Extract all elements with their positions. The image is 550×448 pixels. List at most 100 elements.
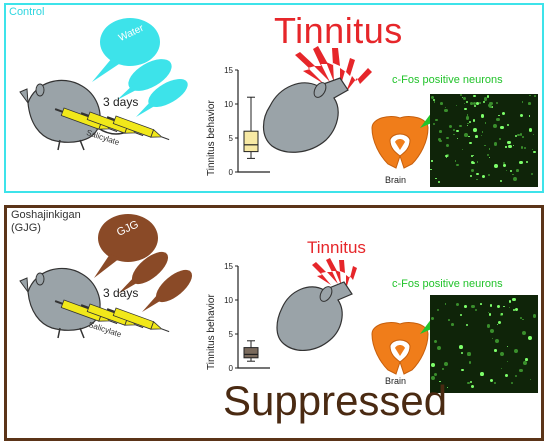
neuron-dot <box>470 381 473 384</box>
neuron-dot <box>488 105 492 108</box>
neuron-dot <box>459 124 462 128</box>
gjg-brain-icon <box>371 321 429 375</box>
neuron-dot <box>463 133 468 137</box>
neuron-dot <box>455 104 457 106</box>
neuron-dot <box>444 108 448 112</box>
neuron-dot <box>466 122 469 125</box>
neuron-dot <box>500 368 503 370</box>
neuron-dot <box>480 134 482 136</box>
neuron-dot <box>472 119 476 123</box>
neuron-dot <box>476 172 479 176</box>
syringe-icon <box>54 107 170 141</box>
neuron-dot <box>512 297 516 301</box>
gjg-label-line1: Goshajinkigan <box>11 209 81 221</box>
neuron-dot <box>520 114 524 118</box>
gjg-days: 3 days <box>103 286 139 300</box>
neuron-dot <box>435 177 437 180</box>
neuron-dot <box>532 133 534 136</box>
neuron-dot <box>493 382 496 384</box>
y-tick-label: 15 <box>224 262 233 271</box>
neuron-dot <box>456 163 459 166</box>
neuron-dot <box>498 114 500 117</box>
neuron-dot <box>520 317 522 319</box>
gjg-panel: Goshajinkigan (GJG) <box>4 205 544 441</box>
neuron-dot <box>431 317 434 321</box>
neuron-dot <box>464 305 467 308</box>
neuron-dot <box>430 376 435 381</box>
y-tick-label: 5 <box>229 134 234 143</box>
neuron-dot <box>444 154 448 158</box>
y-tick-label: 15 <box>224 66 233 75</box>
neuron-dot <box>525 358 528 362</box>
neuron-dot <box>469 101 473 105</box>
neuron-dot <box>515 374 518 377</box>
neuron-dot <box>490 105 493 108</box>
neuron-dot <box>487 324 491 328</box>
neuron-dot <box>499 352 504 357</box>
neuron-dot <box>522 360 527 365</box>
neuron-dot <box>434 339 438 344</box>
y-tick-label: 0 <box>229 364 234 373</box>
neuron-dot <box>493 123 498 128</box>
neuron-dot <box>466 101 469 104</box>
neuron-dot <box>474 309 478 312</box>
neuron-dot <box>519 368 523 372</box>
neuron-dot <box>521 135 524 138</box>
neuron-dot <box>473 94 476 98</box>
y-tick-label: 0 <box>229 168 234 177</box>
neuron-dot <box>487 311 490 314</box>
neuron-dot <box>456 303 460 307</box>
y-tick-label: 5 <box>229 330 234 339</box>
neuron-dot <box>436 308 440 312</box>
neuron-dot <box>484 144 486 147</box>
neuron-dot <box>491 337 494 339</box>
neuron-dot <box>521 330 526 335</box>
neuron-dot <box>487 95 490 98</box>
neuron-dot <box>470 174 473 177</box>
neuron-dot <box>503 164 506 167</box>
neuron-dot <box>508 300 512 303</box>
neuron-dot <box>503 305 505 308</box>
neuron-dot <box>479 303 482 306</box>
neuron-dot <box>448 319 450 321</box>
control-days: 3 days <box>103 95 139 109</box>
neuron-dot <box>472 101 477 106</box>
neuron-dot <box>494 164 499 169</box>
neuron-dot <box>470 304 474 309</box>
neuron-dot <box>497 320 502 325</box>
neuron-dot <box>473 128 477 132</box>
neuron-dot <box>495 102 498 105</box>
control-cfos-label: c-Fos positive neurons <box>392 74 503 86</box>
neuron-dot <box>508 144 512 149</box>
neuron-dot <box>489 378 494 382</box>
neuron-dot <box>444 362 449 366</box>
neuron-dot <box>512 308 516 311</box>
neuron-dot <box>445 303 447 305</box>
neuron-dot <box>481 174 485 178</box>
neuron-dot <box>479 102 482 104</box>
neuron-dot <box>517 134 520 137</box>
neuron-dot <box>500 312 504 316</box>
gjg-label-line2: (GJG) <box>11 222 41 234</box>
neuron-dot <box>456 138 458 140</box>
neuron-dot <box>444 107 447 109</box>
neuron-dot <box>528 115 531 118</box>
control-boxplot: 0 5 10 15 <box>224 66 270 177</box>
gjg-chart-ylabel: Tinnitus behavior <box>206 294 217 370</box>
neuron-dot <box>512 144 515 147</box>
neuron-dot <box>466 324 469 327</box>
neuron-dot <box>525 161 529 164</box>
neuron-dot <box>446 136 449 140</box>
neuron-dot <box>430 168 432 171</box>
control-panel: Control <box>4 3 544 193</box>
neuron-dot <box>487 153 490 157</box>
neuron-dot <box>442 367 445 370</box>
neuron-dot <box>499 179 503 182</box>
neuron-dot <box>514 134 517 137</box>
control-cfos-micrograph <box>430 94 538 187</box>
neuron-dot <box>436 346 441 351</box>
neuron-dot <box>528 336 533 341</box>
neuron-dot <box>488 148 491 151</box>
neuron-dot <box>430 363 435 368</box>
